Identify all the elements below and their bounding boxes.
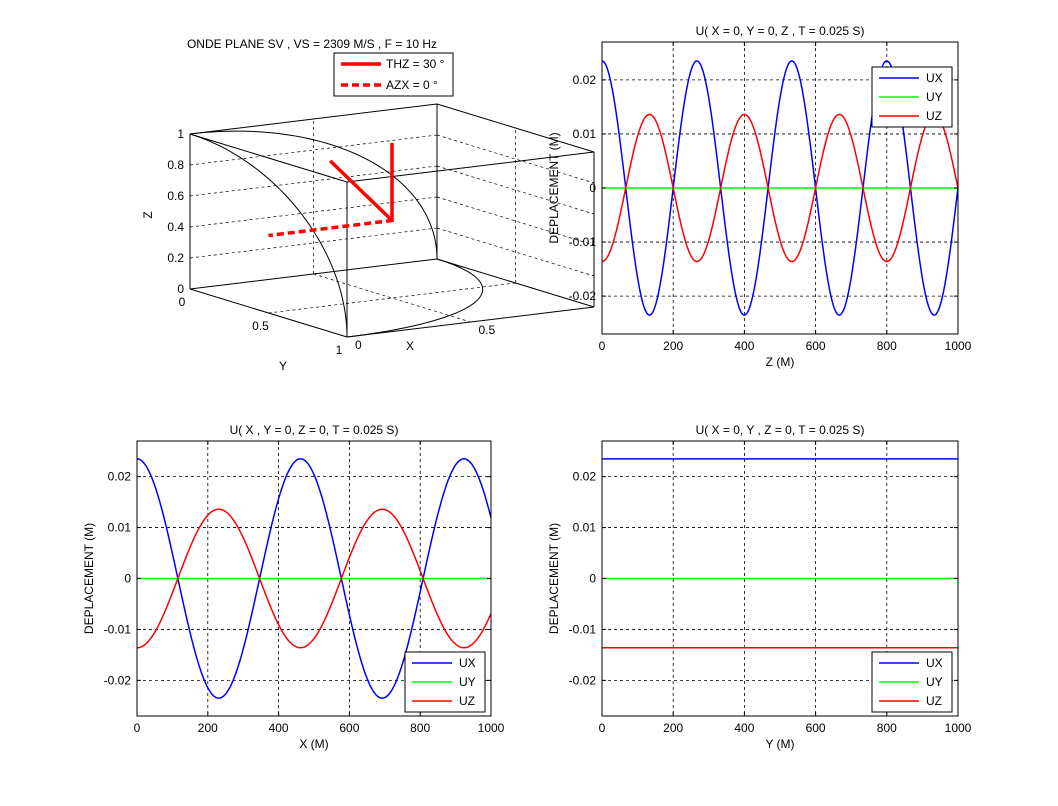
series-line-ux — [136, 458, 492, 699]
plot-u-vs-x-title: U( X , Y = 0, Z = 0, T = 0.025 S) — [230, 423, 399, 437]
legend-label-thz: THZ = 30 ° — [386, 57, 445, 71]
series-line-uz — [601, 113, 959, 263]
arc-xz — [189, 130, 438, 260]
plot-u-vs-x-xlabel: X (M) — [299, 737, 328, 751]
y-tick-label: 0.02 — [108, 470, 132, 484]
y-tick-label: 0 — [589, 181, 596, 195]
legend-label-uz: UZ — [459, 694, 475, 708]
z-tick-label: 0.4 — [167, 220, 184, 234]
plot-3d-grid — [189, 119, 595, 323]
plot-3d-legend: THZ = 30 ° AZX = 0 ° — [333, 52, 454, 97]
legend-label-uy: UY — [926, 675, 943, 689]
plot-3d-series — [268, 143, 394, 238]
x-tick-label: 0 — [599, 339, 606, 353]
plot-u-vs-y-xlabel: Y (M) — [765, 737, 794, 751]
y-tick-label: 0.01 — [573, 127, 597, 141]
arc-xy — [346, 258, 484, 338]
x-tick-label: 0 — [134, 721, 141, 735]
legend-label-ux: UX — [926, 656, 943, 670]
y-tick-label: -0.02 — [569, 289, 597, 303]
z-tick-label: 0 — [177, 282, 184, 296]
plot-3d-ylabel: Y — [279, 359, 287, 373]
legend-label-ux: UX — [459, 656, 476, 670]
x-tick-label: 400 — [734, 721, 754, 735]
plot-u-vs-x-ylabel: DEPLACEMENT (M) — [82, 523, 96, 634]
plot-u-vs-z-legend: UX UY UZ — [871, 66, 953, 128]
plot-u-vs-y-title: U( X = 0, Y , Z = 0, T = 0.025 S) — [696, 423, 865, 437]
x-tick-label: 600 — [339, 721, 359, 735]
x-tick-label: 0 — [355, 338, 362, 352]
plot-u-vs-z-ylabel: DEPLACEMENT (M) — [547, 132, 561, 243]
series-thz — [329, 159, 394, 222]
x-tick-label: 200 — [663, 721, 683, 735]
y-tick-label: 0 — [124, 572, 131, 586]
x-tick-label: 1000 — [945, 339, 972, 353]
plot-u-vs-z: U( X = 0, Y = 0, Z , T = 0.025 S) Z (M) … — [547, 24, 972, 369]
x-tick-label: 0.5 — [479, 323, 496, 337]
y-tick-label: 0.02 — [573, 470, 597, 484]
plot-u-vs-z-xlabel: Z (M) — [766, 355, 795, 369]
x-tick-label: 600 — [806, 339, 826, 353]
legend-label-azx: AZX = 0 ° — [386, 78, 438, 92]
plot-u-vs-y: U( X = 0, Y , Z = 0, T = 0.025 S) Y (M) … — [547, 423, 972, 751]
legend-label-uy: UY — [459, 675, 476, 689]
plot-3d-zlabel: Z — [141, 211, 155, 218]
box-edge — [436, 103, 595, 153]
plot-3d-title: ONDE PLANE SV , VS = 2309 M/S , F = 10 H… — [187, 37, 437, 51]
y-tick-label: 0.01 — [108, 521, 132, 535]
plot-3d-arcs — [189, 130, 484, 338]
x-tick-label: 200 — [663, 339, 683, 353]
y-tick-label: -0.01 — [104, 622, 132, 636]
tick-marks: 0 200 400 600 800 1000 -0.02 -0.01 0 0.01 0.02 — [569, 42, 972, 353]
box-edge — [189, 133, 348, 183]
series-line-uz — [136, 508, 492, 649]
plot-3d-legend-box — [333, 52, 454, 97]
x-tick-label: 600 — [806, 721, 826, 735]
z-tick-label: 0.6 — [167, 189, 184, 203]
y-tick-label: -0.01 — [569, 622, 597, 636]
plot-u-vs-y-ylabel: DEPLACEMENT (M) — [547, 523, 561, 634]
box-edge — [189, 103, 438, 135]
plot-3d-wave-direction: ONDE PLANE SV , VS = 2309 M/S , F = 10 H… — [141, 37, 609, 373]
z-tick-label: 1 — [177, 127, 184, 141]
x-tick-label: 1000 — [945, 721, 972, 735]
plot-3d-xlabel: X — [406, 339, 414, 353]
legend-label-uz: UZ — [926, 694, 942, 708]
y-tick-label: 1 — [336, 343, 343, 357]
series-lines — [136, 458, 492, 699]
x-tick-label: 200 — [198, 721, 218, 735]
box-edge — [346, 151, 595, 183]
z-tick-label: 0.2 — [167, 251, 184, 265]
plot-u-vs-x: U( X , Y = 0, Z = 0, T = 0.025 S) X (M) … — [82, 423, 505, 751]
x-tick-label: 1000 — [478, 721, 505, 735]
x-tick-label: 800 — [877, 721, 897, 735]
series-azx — [268, 143, 394, 238]
y-tick-label: -0.01 — [569, 235, 597, 249]
legend-label-ux: UX — [926, 71, 943, 85]
tick-marks: 0 200 400 600 800 1000 -0.02 -0.01 0 0.01 0.02 — [569, 441, 972, 735]
x-tick-label: 800 — [877, 339, 897, 353]
y-tick-label: -0.02 — [569, 673, 597, 687]
x-tick-label: 0 — [599, 721, 606, 735]
legend-label-uy: UY — [926, 90, 943, 104]
y-tick-label: 0.01 — [573, 521, 597, 535]
tick-marks: 0 200 400 600 800 1000 -0.02 -0.01 0 0.01 0.02 — [104, 441, 505, 735]
y-tick-label: 0 — [589, 572, 596, 586]
y-tick-label: 0.5 — [252, 319, 269, 333]
y-tick-label: 0 — [179, 295, 186, 309]
x-tick-label: 800 — [410, 721, 430, 735]
arc-yz — [189, 133, 348, 338]
y-tick-label: 0.02 — [573, 73, 597, 87]
plot-u-vs-x-legend: UX UY UZ — [404, 651, 486, 713]
plot-u-vs-y-legend: UX UY UZ — [871, 651, 953, 713]
x-tick-label: 400 — [734, 339, 754, 353]
z-tick-label: 0.8 — [167, 158, 184, 172]
series-lines — [602, 458, 958, 649]
legend-label-uz: UZ — [926, 109, 942, 123]
plot-u-vs-z-title: U( X = 0, Y = 0, Z , T = 0.025 S) — [696, 24, 865, 38]
x-tick-label: 400 — [269, 721, 289, 735]
y-tick-label: -0.02 — [104, 673, 132, 687]
